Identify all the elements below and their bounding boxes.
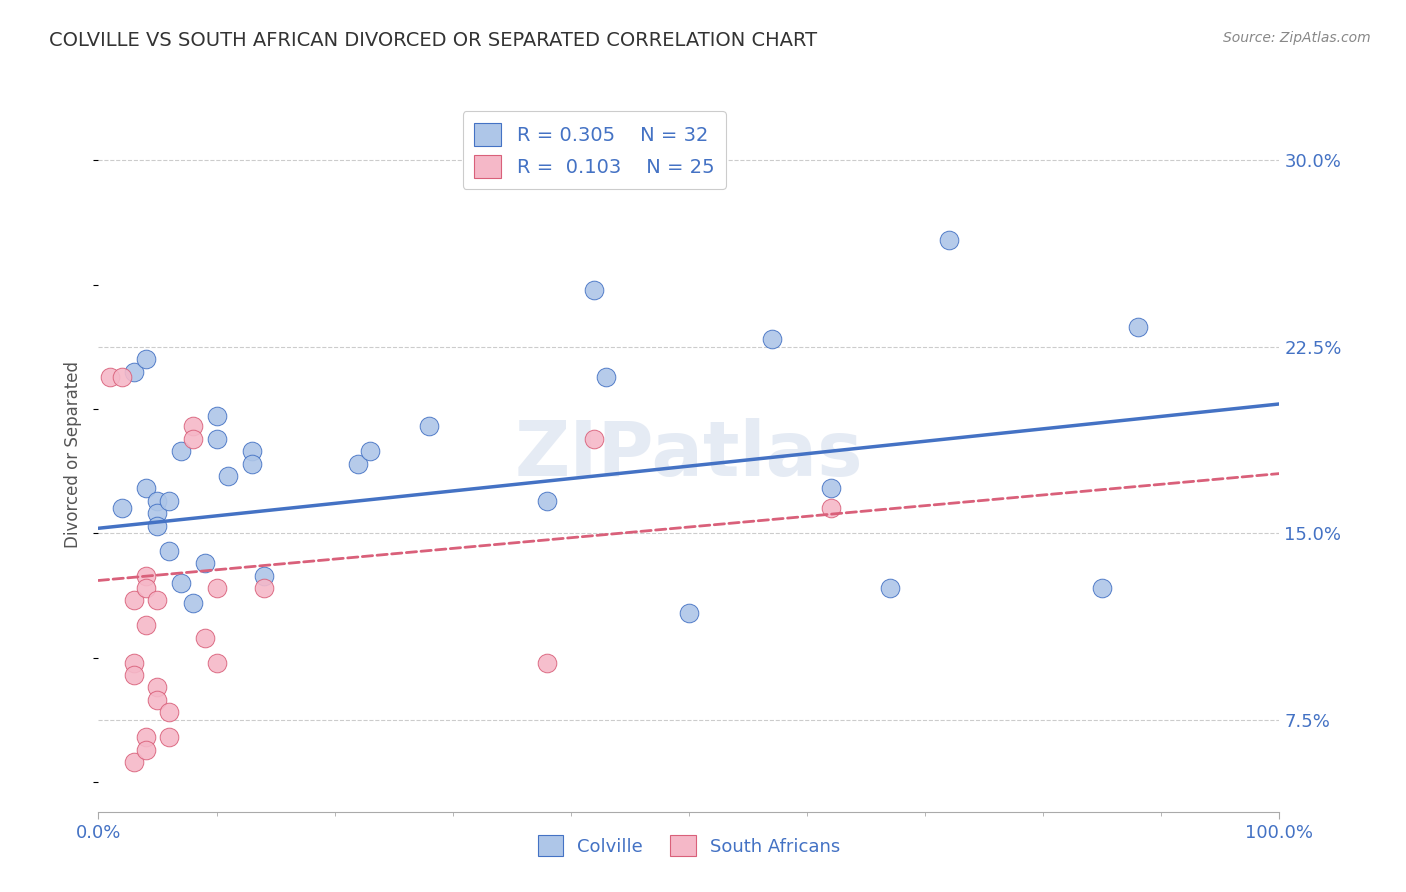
Point <box>170 576 193 591</box>
Text: Source: ZipAtlas.com: Source: ZipAtlas.com <box>1223 31 1371 45</box>
Point <box>122 668 145 682</box>
Point <box>146 693 169 707</box>
Point <box>157 730 180 744</box>
Point <box>122 755 145 769</box>
Point <box>146 494 169 508</box>
Point <box>181 419 204 434</box>
Point <box>938 233 960 247</box>
Point <box>217 469 239 483</box>
Point <box>157 706 180 720</box>
Point <box>205 409 228 424</box>
Point <box>820 501 842 516</box>
Point <box>135 352 157 367</box>
Point <box>359 444 381 458</box>
Point <box>157 494 180 508</box>
Point <box>146 518 169 533</box>
Point <box>170 444 193 458</box>
Point <box>418 419 440 434</box>
Text: ZIPatlas: ZIPatlas <box>515 418 863 491</box>
Point <box>194 556 217 570</box>
Point <box>253 568 276 582</box>
Point <box>135 581 157 595</box>
Point <box>583 283 606 297</box>
Point <box>536 494 558 508</box>
Point <box>181 432 204 446</box>
Point <box>595 369 617 384</box>
Text: COLVILLE VS SOUTH AFRICAN DIVORCED OR SEPARATED CORRELATION CHART: COLVILLE VS SOUTH AFRICAN DIVORCED OR SE… <box>49 31 817 50</box>
Point <box>157 543 180 558</box>
Point <box>347 457 370 471</box>
Point <box>205 656 228 670</box>
Point <box>146 507 169 521</box>
Point <box>678 606 700 620</box>
Point <box>111 501 134 516</box>
Legend: Colville, South Africans: Colville, South Africans <box>530 828 848 863</box>
Point <box>135 568 157 582</box>
Point <box>879 581 901 595</box>
Point <box>122 593 145 607</box>
Point <box>536 656 558 670</box>
Point <box>135 618 157 632</box>
Point <box>194 631 217 645</box>
Point <box>240 457 263 471</box>
Point <box>1091 581 1114 595</box>
Point <box>111 369 134 384</box>
Point <box>122 365 145 379</box>
Y-axis label: Divorced or Separated: Divorced or Separated <box>65 361 83 549</box>
Point <box>1126 319 1149 334</box>
Point <box>761 332 783 346</box>
Point <box>205 432 228 446</box>
Point <box>253 581 276 595</box>
Point <box>146 681 169 695</box>
Point <box>146 593 169 607</box>
Point <box>135 482 157 496</box>
Point <box>583 432 606 446</box>
Point <box>122 656 145 670</box>
Point <box>98 369 121 384</box>
Point <box>181 596 204 610</box>
Point <box>135 742 157 756</box>
Point <box>135 730 157 744</box>
Point <box>240 444 263 458</box>
Point <box>205 581 228 595</box>
Point <box>820 482 842 496</box>
